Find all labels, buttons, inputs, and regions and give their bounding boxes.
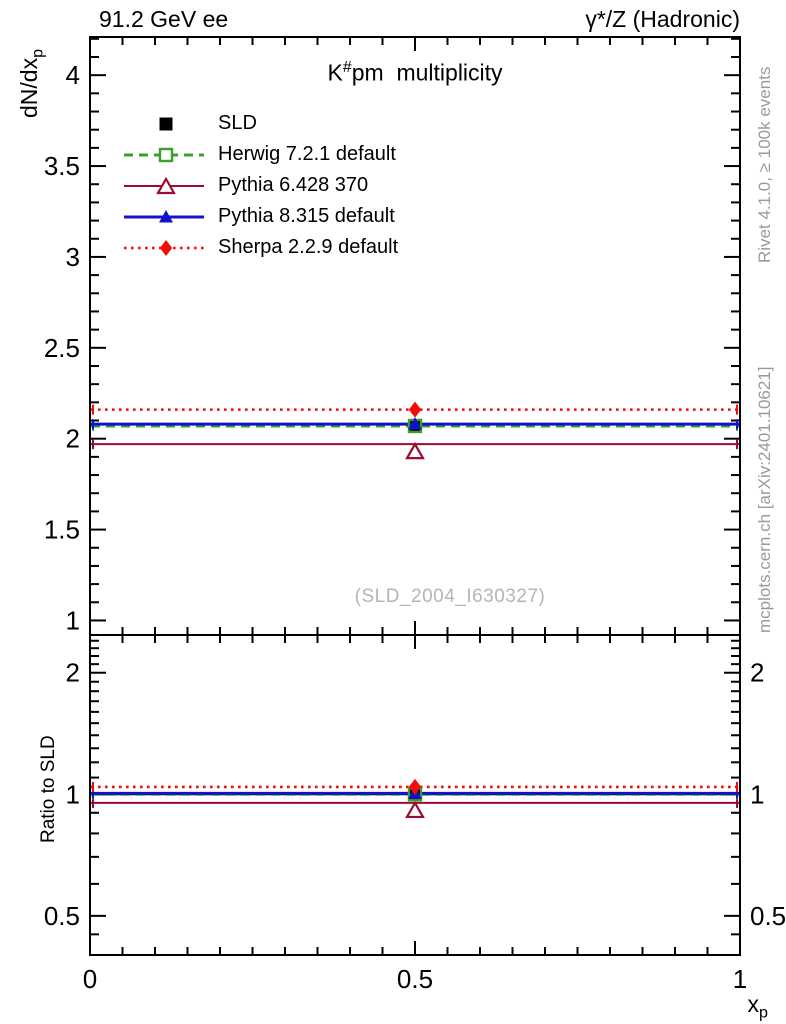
main-y-axis-label-sub: p xyxy=(28,48,47,58)
main-y-tick-label: 3.5 xyxy=(44,151,80,181)
mcplots-note: mcplots.cern.ch [arXiv:2401.10621] xyxy=(755,366,774,633)
x-axis-label-sub: p xyxy=(759,1003,768,1022)
legend-label-sherpa: Sherpa 2.2.9 default xyxy=(218,236,399,258)
herwig-legend-marker xyxy=(124,147,204,162)
ratio-y-axis-label: Ratio to SLD xyxy=(38,735,59,843)
ratio-y-tick-label-right: 1 xyxy=(750,779,764,809)
ratio-y-tick-label: 2 xyxy=(66,658,80,688)
main-y-tick-label: 2 xyxy=(66,424,80,454)
legend-item-sherpa: Sherpa 2.2.9 default xyxy=(124,232,398,263)
legend-item-pythia6: Pythia 6.428 370 xyxy=(124,170,398,201)
x-axis-label-base: x xyxy=(747,991,760,1017)
sherpa-marker-ratio xyxy=(408,778,422,795)
legend-item-herwig: Herwig 7.2.1 default xyxy=(124,139,398,170)
legend-item-sld: SLD xyxy=(124,108,398,139)
process-label: γ*/Z (Hadronic) xyxy=(585,6,740,32)
main-y-tick-label: 4 xyxy=(66,60,80,90)
legend-label-pythia8: Pythia 8.315 default xyxy=(218,205,395,227)
main-y-axis-label-base: dN/dx xyxy=(16,57,42,118)
x-axis-label: xp xyxy=(748,991,768,1023)
legend-label-herwig: Herwig 7.2.1 default xyxy=(218,143,396,165)
pythia6-marker-ratio xyxy=(405,800,425,819)
x-tick-label: 1 xyxy=(733,964,747,994)
legend-label-sld: SLD xyxy=(218,112,257,134)
sld-legend-marker xyxy=(159,117,173,130)
pythia6-legend-marker xyxy=(124,176,204,194)
x-tick-label: 0 xyxy=(83,964,97,994)
rivet-version-note: Rivet 4.1.0, ≥ 100k events xyxy=(755,66,774,263)
plot-title-base: K xyxy=(327,59,343,86)
ratio-y-tick-label-right: 0.5 xyxy=(750,901,786,931)
plot-title-rest: pm multiplicity xyxy=(351,59,503,86)
pythia6-marker-main xyxy=(405,441,425,460)
main-y-tick-label: 2.5 xyxy=(44,333,80,363)
main-y-tick-label: 3 xyxy=(66,242,80,272)
main-y-tick-label: 1.5 xyxy=(44,515,80,545)
x-tick-label: 0.5 xyxy=(397,964,433,994)
plot-title-sup: # xyxy=(342,58,352,76)
beam-energy-label: 91.2 GeV ee xyxy=(99,6,229,32)
pythia8-marker-main xyxy=(408,417,422,430)
sherpa-legend-marker xyxy=(124,239,204,256)
analysis-watermark: (SLD_2004_I630327) xyxy=(354,586,546,607)
legend: SLD Herwig 7.2.1 default Pythia 6.428 370 P… xyxy=(124,108,398,263)
main-y-tick-label: 1 xyxy=(66,605,80,635)
ratio-y-tick-label: 1 xyxy=(66,779,80,809)
pythia8-legend-marker xyxy=(124,209,204,222)
legend-label-pythia6: Pythia 6.428 370 xyxy=(218,174,369,196)
ratio-y-tick-label: 0.5 xyxy=(44,901,80,931)
ratio-y-tick-label-right: 2 xyxy=(750,658,764,688)
legend-item-pythia8: Pythia 8.315 default xyxy=(124,201,398,232)
main-y-axis-label: dN/dxp xyxy=(16,49,48,118)
sherpa-marker-main xyxy=(408,401,422,418)
plot-title: K#pm multiplicity xyxy=(90,58,740,87)
